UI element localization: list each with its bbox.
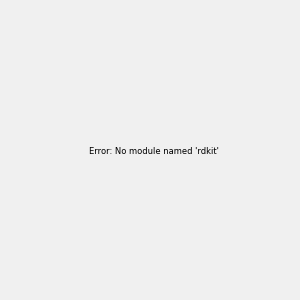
Text: Error: No module named 'rdkit': Error: No module named 'rdkit' bbox=[89, 147, 219, 156]
